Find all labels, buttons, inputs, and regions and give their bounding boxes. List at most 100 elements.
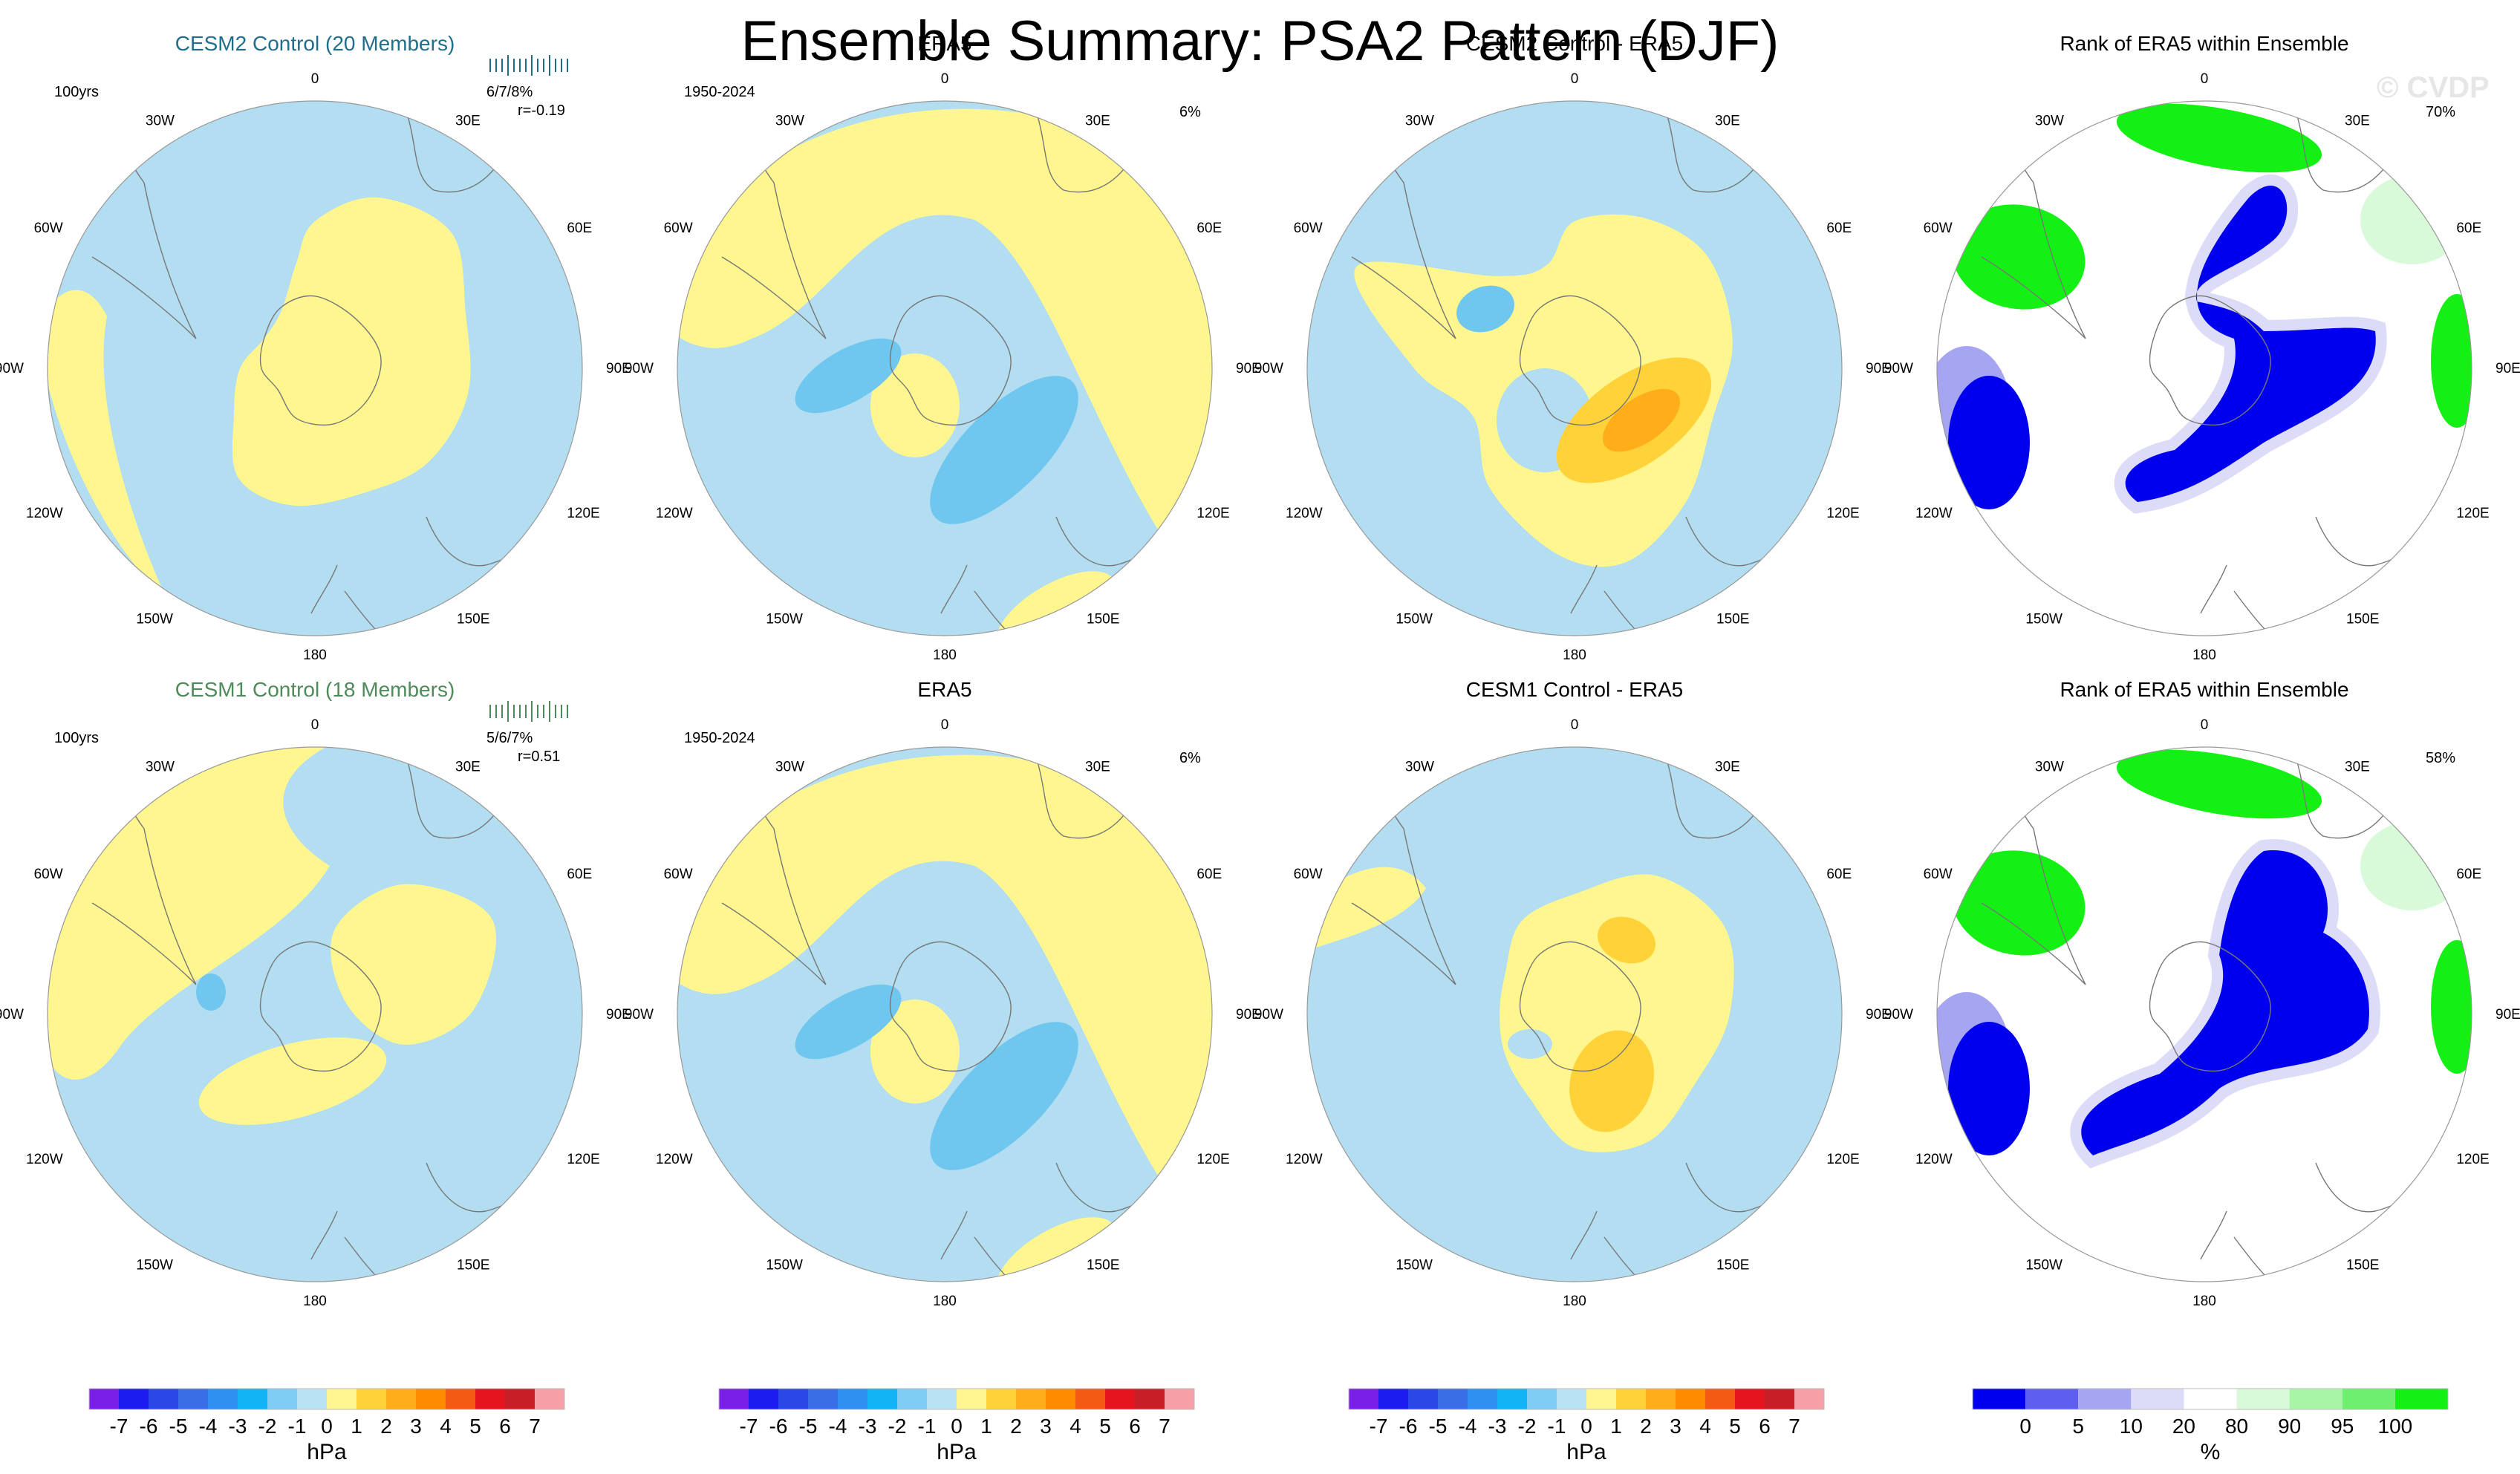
colorbar-swatch xyxy=(89,1389,119,1409)
colorbar-swatch xyxy=(1165,1389,1194,1409)
colorbar-swatch xyxy=(2236,1389,2290,1409)
lon-label-right: 90E xyxy=(1866,361,1891,376)
rank-high-region xyxy=(1952,850,2086,956)
colorbar-tick-label: -5 xyxy=(799,1415,818,1438)
lon-label-top_right: 30E xyxy=(455,760,481,775)
colorbar-tick-label: -2 xyxy=(1518,1415,1537,1438)
lon-label-top: 0 xyxy=(2201,717,2209,733)
colorbar-tick-label: -7 xyxy=(740,1415,758,1438)
colorbar-tick-label: 80 xyxy=(2225,1415,2248,1438)
colorbar-unit: hPa xyxy=(307,1440,347,1464)
negative-anomaly-region xyxy=(930,1022,1078,1170)
colorbar-swatch xyxy=(749,1389,778,1409)
colorbar-swatch xyxy=(535,1389,564,1409)
colorbar-tick-label: 2 xyxy=(380,1415,392,1438)
colorbar-swatch xyxy=(1497,1389,1527,1409)
colorbar-swatch xyxy=(1105,1389,1135,1409)
colorbar-tick-label: 7 xyxy=(529,1415,541,1438)
colorbar-hpa-3: -7 -6 -5 -4 -3 -2 -1 0 1 2 3 4 5 6 7 hPa xyxy=(1334,1388,1839,1474)
map-border xyxy=(677,100,1213,636)
colorbar-swatch xyxy=(2184,1389,2237,1409)
lon-label-right: 90E xyxy=(606,361,631,376)
colorbar-swatch xyxy=(267,1389,297,1409)
lon-label-bottom_right: 150E xyxy=(2346,1257,2379,1273)
lon-label-top_left: 30W xyxy=(775,760,804,775)
period-label: 1950-2024 xyxy=(684,84,755,100)
panel-title: CESM2 Control (20 Members) xyxy=(175,32,455,55)
map-border xyxy=(47,100,583,636)
colorbar-swatch xyxy=(1586,1389,1616,1409)
member-tick-strip xyxy=(489,55,568,76)
colorbar-tick-label: 3 xyxy=(410,1415,422,1438)
colorbar-tick-label: -3 xyxy=(1488,1415,1507,1438)
positive-anomaly-region xyxy=(677,108,1212,621)
lon-label-right: 90E xyxy=(606,1007,631,1023)
lon-label-left_lower: 120W xyxy=(656,506,693,521)
lon-label-top: 0 xyxy=(1571,71,1579,87)
panel-title: CESM2 Control - ERA5 xyxy=(1465,32,1684,55)
lon-label-left: 90W xyxy=(1884,1007,1913,1023)
rank-high-region xyxy=(2116,103,2322,173)
lon-label-right: 90E xyxy=(1866,1007,1891,1023)
panel-title: CESM1 Control - ERA5 xyxy=(1465,678,1684,701)
lon-label-right_upper: 60E xyxy=(1826,867,1852,882)
lon-label-top_left: 30W xyxy=(775,114,804,129)
lon-label-top_left: 30W xyxy=(146,114,175,129)
positive-anomaly-region xyxy=(870,999,960,1103)
colorbar-swatch xyxy=(2289,1389,2342,1409)
negative-anomaly-region xyxy=(1508,1029,1552,1059)
lon-label-bottom: 180 xyxy=(1563,648,1586,663)
watermark: © CVDP xyxy=(2377,71,2490,104)
colorbar-rank: 0 5 10 20 80 90 95 100% xyxy=(1958,1388,2463,1474)
colorbar-swatch xyxy=(867,1389,897,1409)
positive-anomaly-region xyxy=(870,353,960,457)
lon-label-top_left: 30W xyxy=(146,760,175,775)
negative-anomaly-region xyxy=(930,376,1078,524)
colorbar-tick-label: 4 xyxy=(1699,1415,1711,1438)
colorbar-tick-label: -7 xyxy=(1370,1415,1388,1438)
lon-label-left_lower: 120W xyxy=(1286,1152,1323,1167)
positive-anomaly-region xyxy=(198,1037,387,1125)
panel-model-row2: CESM1 Control (18 Members) 0 30E 60E 90E 120E… xyxy=(0,646,631,1309)
colorbar-swatch xyxy=(957,1389,986,1409)
lon-label-left: 90W xyxy=(1884,361,1913,376)
lon-label-left_lower: 120W xyxy=(656,1152,693,1167)
lon-label-top_left: 30W xyxy=(1405,760,1434,775)
lon-label-bottom_right: 150E xyxy=(457,1257,489,1273)
colorbar-tick-label: -5 xyxy=(1429,1415,1448,1438)
correlation-label: r=-0.19 xyxy=(518,102,565,119)
colorbar-swatch xyxy=(446,1389,475,1409)
lon-label-right_upper: 60E xyxy=(1826,221,1852,236)
colorbar-swatch xyxy=(1075,1389,1105,1409)
lon-label-top: 0 xyxy=(311,717,319,733)
lon-label-right: 90E xyxy=(2495,361,2520,376)
rank-medium-high-region xyxy=(2360,175,2464,264)
map-border xyxy=(1306,100,1843,636)
period-label: 100yrs xyxy=(54,730,100,746)
negative-anomaly-region xyxy=(196,974,226,1011)
colorbar-swatch xyxy=(2131,1389,2184,1409)
lon-label-right_lower: 120E xyxy=(1826,1152,1859,1167)
lon-label-right_upper: 60E xyxy=(2456,221,2481,236)
colorbar-tick-label: 6 xyxy=(499,1415,511,1438)
lon-label-left: 90W xyxy=(625,1007,654,1023)
lon-label-left: 90W xyxy=(1254,361,1283,376)
lon-label-right_lower: 120E xyxy=(2456,506,2489,521)
colorbar-swatch xyxy=(1973,1389,2026,1409)
colorbar-tick-label: 0 xyxy=(321,1415,333,1438)
lon-label-bottom_left: 150W xyxy=(136,611,173,627)
colorbar-swatch xyxy=(2394,1389,2448,1409)
colorbar-swatch xyxy=(719,1389,749,1409)
colorbar-tick-label: 3 xyxy=(1040,1415,1052,1438)
colorbar-tick-label: -1 xyxy=(288,1415,307,1438)
lon-label-bottom_right: 150E xyxy=(1087,1257,1119,1273)
lon-label-right_lower: 120E xyxy=(1196,506,1229,521)
colorbar-tick-label: 7 xyxy=(1788,1415,1800,1438)
colorbar-tick-label: -4 xyxy=(1459,1415,1477,1438)
colorbar-tick-label: 1 xyxy=(1610,1415,1622,1438)
panel-title: Rank of ERA5 within Ensemble xyxy=(2060,32,2349,55)
lon-label-bottom_left: 150W xyxy=(766,611,803,627)
colorbar-tick-label: -1 xyxy=(1548,1415,1566,1438)
colorbar-swatch xyxy=(1765,1389,1794,1409)
lon-label-left_upper: 60W xyxy=(1294,867,1323,882)
